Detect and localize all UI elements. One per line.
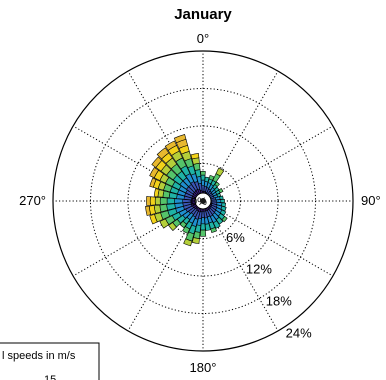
wind-bar-130-bin-5 <box>221 215 228 223</box>
legend-title: l speeds in m/s <box>2 350 76 362</box>
legend-entry-partial: 15 <box>44 374 56 380</box>
wind-bar-210-bin-5 <box>182 226 191 234</box>
grid-spoke-60 <box>202 125 334 202</box>
radial-label-2: 12% <box>246 262 272 277</box>
wind-bar-40-bin-5 <box>214 181 220 187</box>
wind-bar-0-bin-5 <box>200 171 206 176</box>
dir-label-north: 0° <box>197 31 209 46</box>
wind-bar-190-bin-6 <box>191 237 200 244</box>
wind-bar-100-bin-4 <box>221 202 227 208</box>
wind-bar-60-bin-5 <box>218 187 224 194</box>
wind-bar-290-bin-8 <box>149 177 157 188</box>
wind-bar-30-bin-6 <box>215 167 225 177</box>
wind-bar-250-bin-7 <box>149 213 158 225</box>
wind-bar-330-bin-8 <box>164 140 177 151</box>
wind-bar-240-bin-6 <box>159 218 170 229</box>
wind-bar-270-bin-4 <box>166 197 175 205</box>
wind-bar-270-bin-8 <box>146 196 151 206</box>
wind-bar-270-bin-7 <box>149 196 156 206</box>
wind-bar-90-bin-4 <box>220 198 225 204</box>
wind-bar-270-bin-6 <box>154 196 161 206</box>
wind-bar-310-bin-8 <box>151 156 163 168</box>
radial-tick-labels: 6% 12% 18% 24% <box>226 230 312 340</box>
wind-bar-140-bin-4 <box>215 216 224 225</box>
wind-bar-280-bin-7 <box>153 188 160 198</box>
wind-bar-270-bin-3 <box>174 198 184 204</box>
polar-plot: 0% 6% 12% 18% 24% <box>52 50 354 352</box>
wind-bar-90-bin-3 <box>216 199 222 203</box>
radial-label-3: 18% <box>266 293 292 308</box>
wind-bar-110-bin-4 <box>220 205 227 212</box>
wind-bar-340-bin-9 <box>173 134 187 144</box>
wind-bar-170-bin-4 <box>204 223 211 231</box>
chart-title: January <box>174 6 232 23</box>
dir-label-south: 180° <box>190 360 217 375</box>
wind-bar-200-bin-6 <box>183 238 193 247</box>
wind-bar-180-bin-3 <box>200 217 206 225</box>
radial-label-1: 6% <box>226 230 245 245</box>
wind-bar-300-bin-8 <box>149 167 159 179</box>
calm-center: 0% <box>191 192 212 210</box>
wind-bar-220-bin-5 <box>179 220 187 229</box>
wind-bar-180-bin-5 <box>199 229 207 237</box>
wind-bar-320-bin-8 <box>156 147 170 160</box>
wind-bar-270-bin-5 <box>159 197 168 205</box>
wind-bar-260-bin-8 <box>145 205 152 216</box>
wind-bar-0-bin-4 <box>200 174 206 181</box>
wind-bar-10-bin-4 <box>204 176 210 183</box>
legend: l speeds in m/s 15 <box>0 342 100 380</box>
wind-bar-20-bin-5 <box>208 175 215 181</box>
calm-marker <box>200 198 206 204</box>
wind-bar-80-bin-4 <box>219 195 224 200</box>
dir-label-east: 90° <box>361 193 381 208</box>
wind-bar-350-bin-7 <box>190 153 200 160</box>
wind-bar-0-bin-3 <box>200 179 206 187</box>
wind-bar-150-bin-4 <box>212 220 221 229</box>
wind-bar-120-bin-4 <box>219 209 227 216</box>
wind-bar-160-bin-5 <box>210 227 218 233</box>
dir-label-west: 270° <box>19 193 46 208</box>
legend-box <box>0 342 100 380</box>
wind-bar-230-bin-6 <box>168 222 177 232</box>
wind-bar-180-bin-4 <box>200 223 206 231</box>
radial-label-4: 24% <box>286 325 312 340</box>
